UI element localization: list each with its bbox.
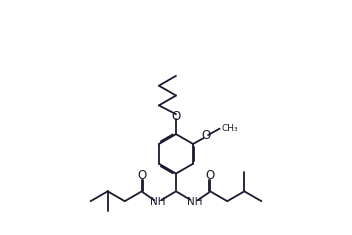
Text: O: O (206, 169, 215, 182)
Text: O: O (171, 110, 181, 123)
Text: CH₃: CH₃ (222, 124, 238, 133)
Text: NH: NH (187, 197, 202, 208)
Text: O: O (137, 169, 146, 182)
Text: NH: NH (150, 197, 165, 208)
Text: O: O (201, 129, 210, 142)
